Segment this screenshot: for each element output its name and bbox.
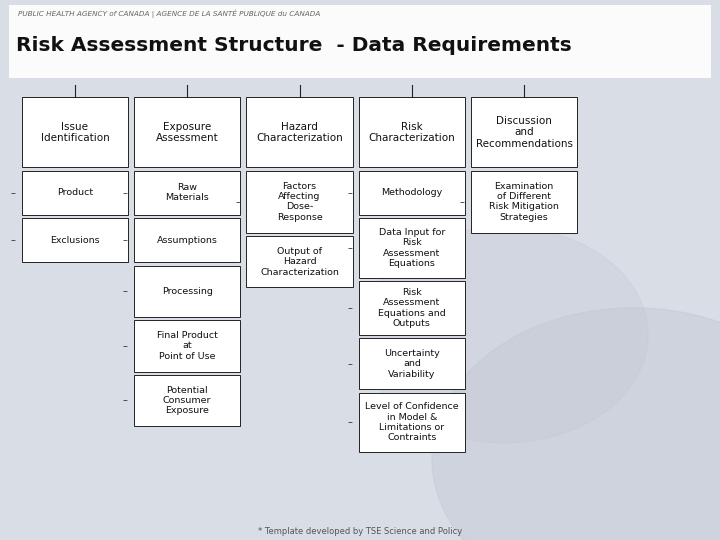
FancyBboxPatch shape	[134, 266, 240, 317]
Text: Discussion
and
Recommendations: Discussion and Recommendations	[476, 116, 572, 149]
Text: Final Product
at
Point of Use: Final Product at Point of Use	[157, 331, 217, 361]
Text: –: –	[348, 188, 352, 198]
Text: –: –	[123, 341, 127, 351]
FancyBboxPatch shape	[134, 218, 240, 262]
FancyBboxPatch shape	[471, 97, 577, 167]
Text: Factors
Affecting
Dose-
Response: Factors Affecting Dose- Response	[276, 181, 323, 222]
FancyBboxPatch shape	[134, 375, 240, 426]
Text: –: –	[11, 188, 15, 198]
Circle shape	[360, 227, 648, 443]
Text: * Template developed by TSE Science and Policy: * Template developed by TSE Science and …	[258, 526, 462, 536]
Text: Data Input for
Risk
Assessment
Equations: Data Input for Risk Assessment Equations	[379, 228, 445, 268]
Text: Assumptions: Assumptions	[157, 236, 217, 245]
Text: –: –	[348, 303, 352, 313]
Text: Exclusions: Exclusions	[50, 236, 99, 245]
FancyBboxPatch shape	[246, 97, 353, 167]
Text: –: –	[460, 197, 464, 207]
Text: –: –	[11, 235, 15, 245]
FancyBboxPatch shape	[359, 338, 465, 389]
Text: Level of Confidence
in Model &
Limitations or
Contraints: Level of Confidence in Model & Limitatio…	[365, 402, 459, 442]
Text: Risk Assessment Structure  - Data Requirements: Risk Assessment Structure - Data Require…	[16, 36, 572, 55]
FancyBboxPatch shape	[22, 97, 128, 167]
FancyBboxPatch shape	[9, 5, 711, 78]
Text: –: –	[348, 417, 352, 427]
Text: Hazard
Characterization: Hazard Characterization	[256, 122, 343, 143]
Text: –: –	[123, 188, 127, 198]
Text: –: –	[235, 197, 240, 207]
FancyBboxPatch shape	[22, 171, 128, 215]
Text: Processing: Processing	[162, 287, 212, 296]
Text: –: –	[348, 243, 352, 253]
Text: PUBLIC HEALTH AGENCY of CANADA | AGENCE DE LA SANTÉ PUBLIQUE du CANADA: PUBLIC HEALTH AGENCY of CANADA | AGENCE …	[18, 9, 320, 18]
Text: Issue
Identification: Issue Identification	[40, 122, 109, 143]
FancyBboxPatch shape	[359, 97, 465, 167]
Text: –: –	[123, 395, 127, 406]
FancyBboxPatch shape	[359, 393, 465, 452]
Text: –: –	[123, 286, 127, 296]
FancyBboxPatch shape	[134, 97, 240, 167]
Text: Methodology: Methodology	[381, 188, 443, 197]
FancyBboxPatch shape	[134, 171, 240, 215]
Text: Raw
Materials: Raw Materials	[166, 183, 209, 202]
FancyBboxPatch shape	[246, 171, 353, 233]
Text: Examination
of Different
Risk Mitigation
Strategies: Examination of Different Risk Mitigation…	[489, 181, 559, 222]
FancyBboxPatch shape	[359, 171, 465, 215]
FancyBboxPatch shape	[359, 281, 465, 335]
FancyBboxPatch shape	[471, 171, 577, 233]
Text: Risk
Characterization: Risk Characterization	[369, 122, 455, 143]
Text: Uncertainty
and
Variability: Uncertainty and Variability	[384, 349, 440, 379]
Text: –: –	[123, 235, 127, 245]
Text: –: –	[348, 359, 352, 369]
FancyBboxPatch shape	[246, 236, 353, 287]
FancyBboxPatch shape	[359, 218, 465, 278]
Circle shape	[432, 308, 720, 540]
Text: Product: Product	[57, 188, 93, 197]
FancyBboxPatch shape	[22, 218, 128, 262]
FancyBboxPatch shape	[134, 320, 240, 372]
Text: Risk
Assessment
Equations and
Outputs: Risk Assessment Equations and Outputs	[378, 288, 446, 328]
Text: Output of
Hazard
Characterization: Output of Hazard Characterization	[260, 247, 339, 276]
Text: –: –	[235, 256, 240, 267]
Text: Potential
Consumer
Exposure: Potential Consumer Exposure	[163, 386, 212, 415]
Text: Exposure
Assessment: Exposure Assessment	[156, 122, 219, 143]
